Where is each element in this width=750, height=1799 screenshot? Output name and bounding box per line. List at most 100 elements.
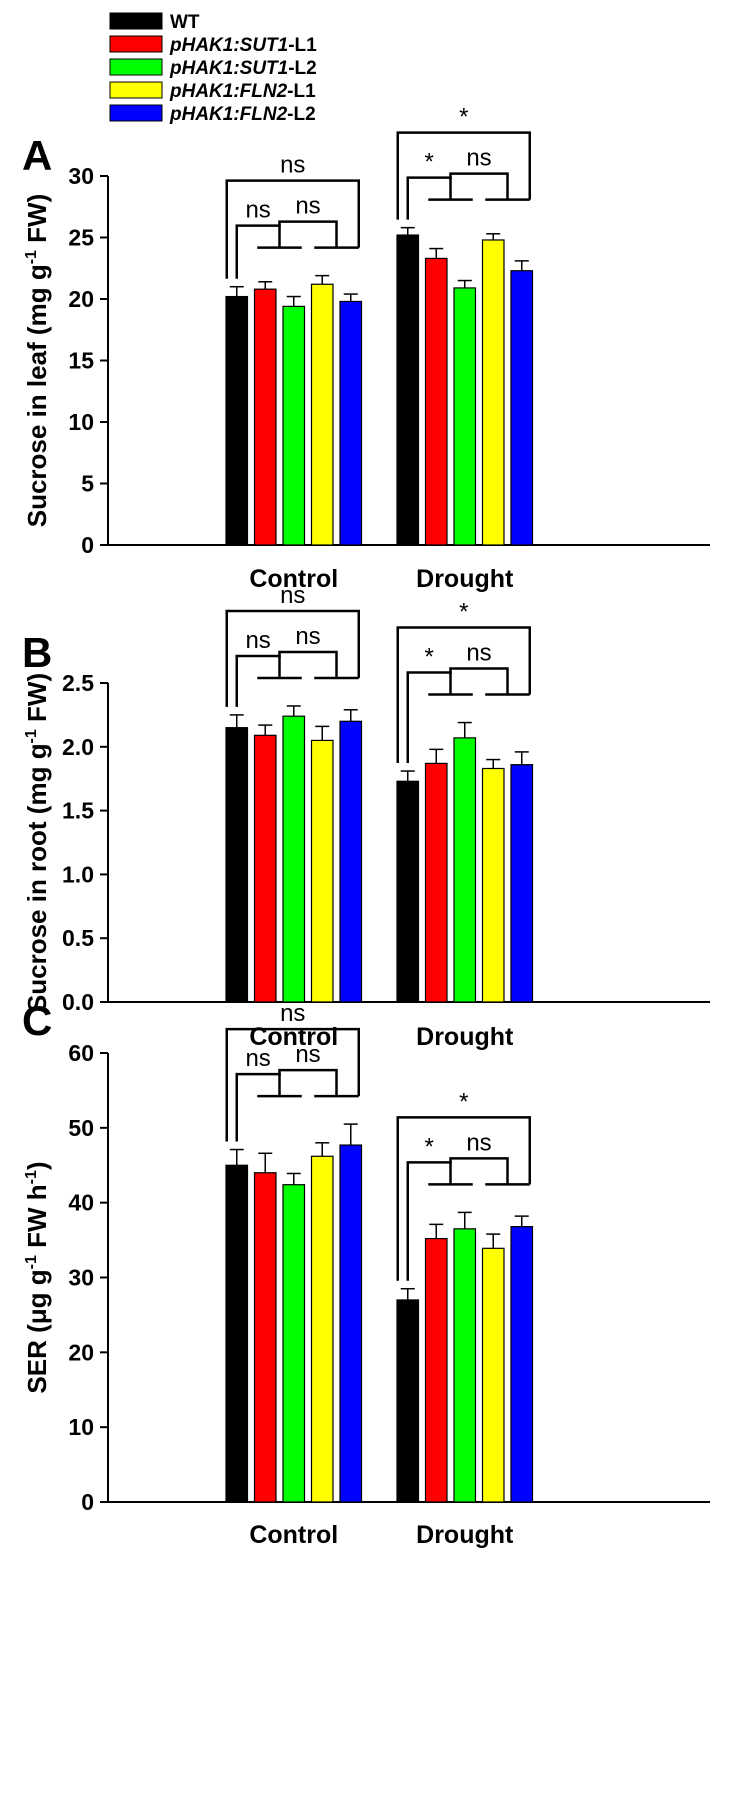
sig-bracket [278,220,338,248]
bar [282,305,306,546]
bar [396,234,420,546]
panel-label: A [22,132,52,179]
sig-label: ns [280,152,305,179]
sig-bracket [235,224,281,279]
y-tick-label: 0 [81,532,94,558]
sig-bracket [235,654,281,707]
sig-label: * [459,1088,468,1115]
y-tick-label: 20 [68,286,94,312]
panel-C: C 0 10 20 30 40 50 60 SER (μg g-1 FW h-1) Control… [22,997,710,1549]
y-tick-label: 30 [68,163,94,189]
sig-bracket [235,1072,281,1142]
y-tick-label: 25 [68,225,94,251]
sig-bracket-outer [225,1027,360,1142]
y-axis-title: Sucrose in root (mg g-1 FW) [22,673,52,1012]
y-tick-label: 20 [68,1339,94,1365]
category-label: Control [249,1521,338,1549]
sig-bracket [449,1157,509,1185]
bar [396,1299,420,1503]
sig-bracket-outer [396,131,531,220]
sig-bracket [278,1068,338,1097]
sig-bracket-outer [396,626,531,764]
bar [253,288,277,546]
legend-swatch [109,58,163,76]
bar [510,270,534,546]
y-tick-label: 40 [68,1190,94,1216]
legend-label: pHAK1:FLN2-L2 [169,104,316,125]
bar [424,762,448,1003]
y-tick-label: 50 [68,1115,94,1141]
bar [453,737,477,1003]
y-tick-label: 0 [81,1489,94,1515]
sig-label: ns [295,193,320,220]
sig-label: * [424,149,433,176]
y-tick-label: 2.5 [62,670,94,696]
panel-label: C [22,997,52,1044]
sig-label: * [424,644,433,671]
legend-label: pHAK1:SUT1-L2 [169,58,317,79]
panel-label: B [22,629,52,676]
legend: WTpHAK1:SUT1-L1pHAK1:SUT1-L2pHAK1:FLN2-L… [109,12,317,125]
bar [282,1184,306,1503]
sig-bracket-outer [225,179,360,279]
sig-label: ns [466,1129,491,1156]
y-tick-label: 0.5 [62,925,94,951]
bar [310,739,334,1003]
bar [453,1228,477,1503]
sig-label: ns [466,640,491,667]
y-axis-title: Sucrose in leaf (mg g-1 FW) [22,194,52,528]
sig-bracket [406,671,452,764]
legend-swatch [109,35,163,53]
y-tick-label: 1.5 [62,798,94,824]
sig-bracket [449,172,509,200]
y-tick-label: 0.0 [62,989,94,1015]
sig-bracket-outer [396,1116,531,1281]
bar [339,300,363,546]
category-label: Drought [416,1023,514,1051]
sig-label: ns [295,623,320,650]
sig-label: ns [280,1000,305,1027]
bar [510,1226,534,1503]
y-axis-title: SER (μg g-1 FW h-1) [22,1161,52,1393]
bar [282,715,306,1003]
bar [424,1237,448,1503]
bar [453,287,477,546]
bar [481,767,505,1003]
sig-bracket-outer [225,609,360,707]
bar [481,1247,505,1503]
legend-label: pHAK1:FLN2-L1 [169,81,316,102]
sig-label: ns [280,582,305,609]
sig-label: ns [466,145,491,172]
legend-label: WT [170,12,200,33]
sig-label: ns [245,1045,270,1072]
y-tick-label: 10 [68,1414,94,1440]
sig-label: * [459,104,468,131]
y-tick-label: 30 [68,1265,94,1291]
bar [310,1155,334,1503]
bar [481,239,505,546]
sig-label: ns [245,627,270,654]
panel-B: B 0.0 0.5 1.0 1.5 2.0 2.5 Sucrose in root (mg g… [22,582,710,1051]
legend-swatch [109,81,163,99]
bar [225,727,249,1003]
bar [339,1144,363,1503]
legend-label: pHAK1:SUT1-L1 [169,35,317,56]
bar [339,720,363,1003]
bar [253,734,277,1003]
sig-bracket [278,650,338,678]
y-tick-label: 1.0 [62,861,94,887]
bar [225,295,249,546]
bar [396,780,420,1003]
sig-bracket [406,176,452,220]
category-label: Drought [416,565,514,593]
category-label: Control [249,565,338,593]
y-tick-label: 2.0 [62,734,94,760]
sig-label: * [424,1133,433,1160]
sig-label: * [459,599,468,626]
legend-swatch [109,104,163,122]
bar [253,1172,277,1503]
bar [510,764,534,1003]
y-tick-label: 10 [68,409,94,435]
